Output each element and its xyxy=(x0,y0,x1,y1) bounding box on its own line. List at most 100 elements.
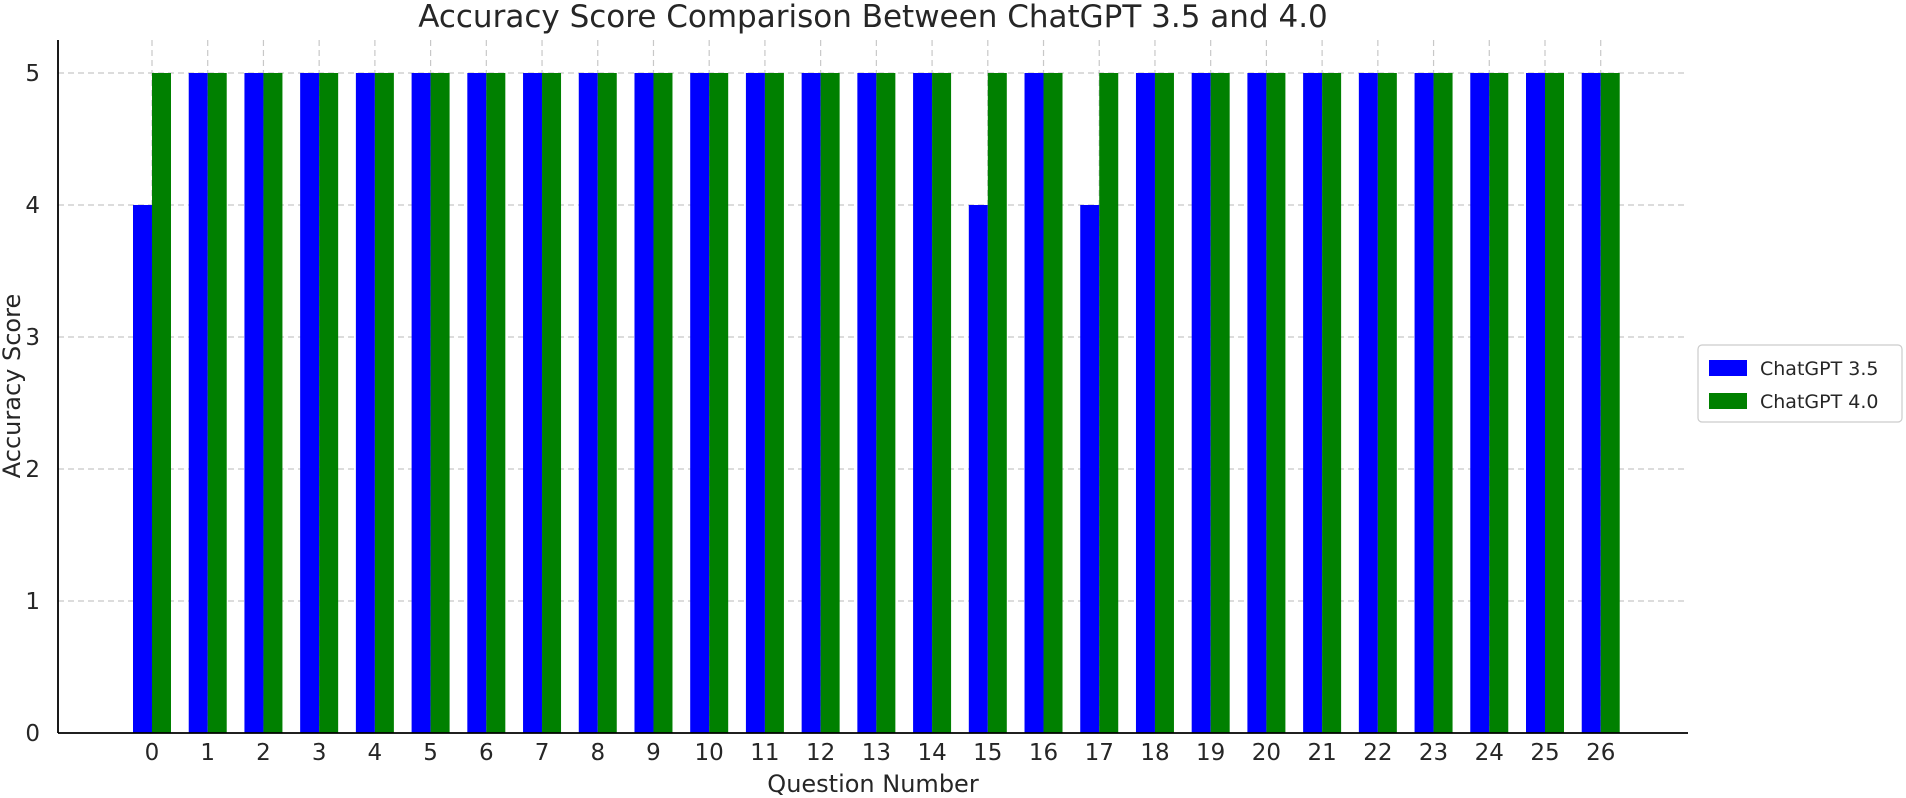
x-tick-label: 17 xyxy=(1085,740,1114,766)
x-tick-label: 14 xyxy=(917,740,946,766)
x-tick-label: 22 xyxy=(1363,740,1392,766)
x-tick-label: 8 xyxy=(590,740,605,766)
bar-chatgpt-3-5-q17 xyxy=(1080,205,1100,733)
legend: ChatGPT 3.5 ChatGPT 4.0 xyxy=(1697,344,1903,423)
y-tick-labels: 0 1 2 3 4 5 xyxy=(25,61,40,747)
x-tick-label: 18 xyxy=(1140,740,1169,766)
x-tick-label: 12 xyxy=(806,740,835,766)
bar-chatgpt-3-5-q3 xyxy=(300,73,320,733)
bar-chatgpt-4-0-q17 xyxy=(1099,73,1119,733)
legend-box xyxy=(1697,344,1903,423)
bar-chatgpt-3-5-q18 xyxy=(1135,73,1155,733)
bar-chatgpt-4-0-q18 xyxy=(1154,73,1174,733)
bar-chatgpt-3-5-q22 xyxy=(1358,73,1378,733)
bar-chatgpt-3-5-q10 xyxy=(690,73,710,733)
bar-chatgpt-4-0-q9 xyxy=(653,73,673,733)
x-tick-label: 5 xyxy=(423,740,438,766)
y-tick-label: 1 xyxy=(25,589,40,615)
x-tick-label: 15 xyxy=(973,740,1002,766)
bar-chatgpt-3-5-q0 xyxy=(133,205,152,733)
bar-chatgpt-4-0-q26 xyxy=(1600,73,1620,733)
legend-label-chatgpt-3-5: ChatGPT 3.5 xyxy=(1760,358,1878,380)
x-tick-label: 23 xyxy=(1419,740,1448,766)
bar-chatgpt-4-0-q0 xyxy=(152,73,171,733)
bar-chatgpt-4-0-q4 xyxy=(374,73,394,733)
x-tick-label: 25 xyxy=(1530,740,1559,766)
bar-chatgpt-3-5-q13 xyxy=(857,73,877,733)
bar-chatgpt-4-0-q6 xyxy=(486,73,506,733)
x-tick-label: 3 xyxy=(312,740,327,766)
x-tick-label: 0 xyxy=(145,740,160,766)
x-tick-label: 24 xyxy=(1475,740,1504,766)
bars xyxy=(133,73,1620,733)
y-tick-label: 2 xyxy=(25,457,40,483)
x-tick-label: 20 xyxy=(1252,740,1281,766)
x-tick-labels: 0 1 2 3 4 5 6 7 8 9 10 11 12 13 14 15 16 17 18 19 20 21 22 23 24… xyxy=(145,740,1616,766)
y-tick-label: 4 xyxy=(25,193,40,219)
y-axis-label: Accuracy Score xyxy=(0,294,26,478)
bar-chatgpt-4-0-q7 xyxy=(542,73,562,733)
x-tick-label: 26 xyxy=(1586,740,1615,766)
bar-chatgpt-4-0-q23 xyxy=(1433,73,1453,733)
x-tick-label: 21 xyxy=(1307,740,1336,766)
bar-chatgpt-3-5-q5 xyxy=(411,73,431,733)
bar-chatgpt-3-5-q8 xyxy=(578,73,598,733)
bar-chatgpt-3-5-q2 xyxy=(244,73,264,733)
bar-chatgpt-4-0-q19 xyxy=(1210,73,1230,733)
y-tick-label: 5 xyxy=(25,61,40,87)
bar-chatgpt-3-5-q14 xyxy=(913,73,933,733)
bar-chatgpt-4-0-q22 xyxy=(1377,73,1397,733)
x-tick-label: 1 xyxy=(200,740,215,766)
x-tick-label: 2 xyxy=(256,740,271,766)
bar-chatgpt-4-0-q16 xyxy=(1043,73,1063,733)
bar-chatgpt-4-0-q10 xyxy=(709,73,729,733)
x-tick-label: 9 xyxy=(646,740,661,766)
bar-chatgpt-4-0-q25 xyxy=(1545,73,1564,733)
bar-chatgpt-4-0-q5 xyxy=(430,73,450,733)
bar-chatgpt-3-5-q11 xyxy=(745,73,765,733)
bar-chatgpt-3-5-q24 xyxy=(1470,73,1490,733)
bar-chatgpt-4-0-q11 xyxy=(764,73,784,733)
x-tick-label: 19 xyxy=(1196,740,1225,766)
x-tick-label: 16 xyxy=(1029,740,1058,766)
y-tick-label: 0 xyxy=(25,721,40,747)
bar-chatgpt-4-0-q12 xyxy=(820,73,840,733)
bar-chatgpt-3-5-q26 xyxy=(1581,73,1601,733)
bar-chatgpt-4-0-q21 xyxy=(1322,73,1342,733)
bar-chatgpt-4-0-q3 xyxy=(319,73,339,733)
bar-chatgpt-4-0-q2 xyxy=(263,73,283,733)
bar-chatgpt-4-0-q8 xyxy=(597,73,617,733)
bar-chatgpt-3-5-q4 xyxy=(355,73,375,733)
legend-swatch-chatgpt-3-5 xyxy=(1709,360,1747,376)
x-axis-label: Question Number xyxy=(767,770,979,798)
legend-swatch-chatgpt-4-0 xyxy=(1709,393,1747,409)
x-tick-label: 13 xyxy=(862,740,891,766)
bar-chatgpt-3-5-q21 xyxy=(1303,73,1323,733)
bar-chatgpt-3-5-q19 xyxy=(1191,73,1211,733)
bar-chatgpt-3-5-q1 xyxy=(188,73,208,733)
bar-chatgpt-4-0-q15 xyxy=(987,73,1007,733)
bar-chatgpt-3-5-q25 xyxy=(1526,73,1545,733)
bar-chatgpt-3-5-q12 xyxy=(801,73,821,733)
bar-chatgpt-3-5-q6 xyxy=(467,73,487,733)
bar-chatgpt-3-5-q23 xyxy=(1414,73,1434,733)
bar-chatgpt-4-0-q20 xyxy=(1266,73,1286,733)
x-tick-label: 4 xyxy=(368,740,383,766)
x-tick-label: 11 xyxy=(750,740,779,766)
bar-chatgpt-3-5-q15 xyxy=(968,205,988,733)
x-tick-label: 7 xyxy=(535,740,550,766)
bar-chatgpt-4-0-q14 xyxy=(932,73,952,733)
x-tick-label: 6 xyxy=(479,740,494,766)
bar-chatgpt-3-5-q16 xyxy=(1024,73,1044,733)
bar-chatgpt-3-5-q7 xyxy=(523,73,543,733)
legend-label-chatgpt-4-0: ChatGPT 4.0 xyxy=(1760,391,1878,413)
y-tick-label: 3 xyxy=(25,325,40,351)
bar-chatgpt-4-0-q24 xyxy=(1489,73,1509,733)
x-tick-label: 10 xyxy=(695,740,724,766)
chart-title: Accuracy Score Comparison Between ChatGP… xyxy=(418,0,1328,35)
axes xyxy=(57,40,1688,734)
bar-chatgpt-3-5-q20 xyxy=(1247,73,1267,733)
bar-chatgpt-4-0-q1 xyxy=(207,73,227,733)
bar-chatgpt-4-0-q13 xyxy=(876,73,896,733)
